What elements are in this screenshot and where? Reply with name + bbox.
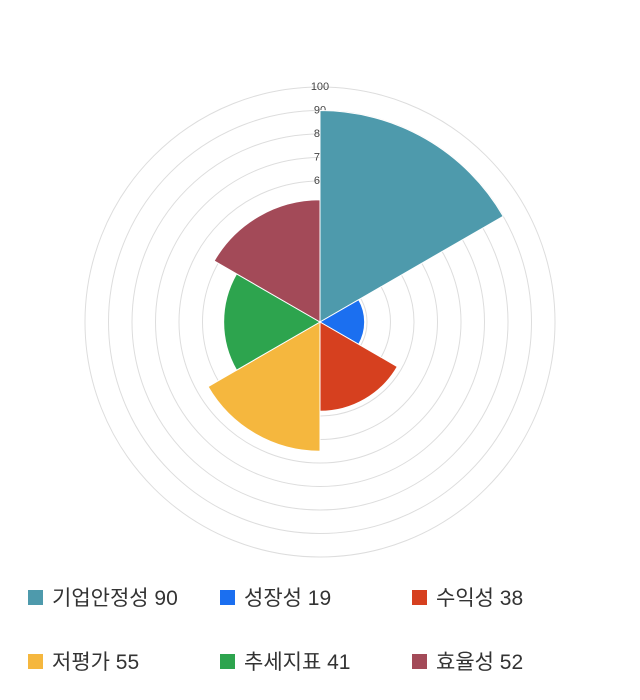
legend-label: 추세지표 41 <box>244 651 351 674</box>
legend-label: 수익성 38 <box>436 587 524 610</box>
legend-item-0[interactable]: 기업안정성 90 <box>28 582 220 612</box>
chart-sector-2[interactable] <box>319 321 399 412</box>
polar-chart-svg: 60708090100 <box>84 81 556 558</box>
legend-label: 기업안정성 90 <box>52 587 178 610</box>
legend-label: 저평가 55 <box>52 651 140 674</box>
chart-sector-5[interactable] <box>213 199 321 323</box>
chart-legend: 기업안정성 90 성장성 19 수익성 38 저평가 55 추세지표 41 효율성 52 <box>28 582 640 676</box>
legend-item-5[interactable]: 효율성 52 <box>412 646 604 676</box>
legend-swatch <box>220 589 235 605</box>
legend-label: 효율성 52 <box>436 651 524 674</box>
legend-swatch <box>28 653 43 669</box>
chart-sector-1[interactable] <box>318 298 366 346</box>
legend-swatch <box>220 653 235 669</box>
polar-chart: 60708090100 <box>84 81 556 558</box>
legend-item-4[interactable]: 추세지표 41 <box>220 646 412 676</box>
legend-item-2[interactable]: 수익성 38 <box>412 582 604 612</box>
legend-item-1[interactable]: 성장성 19 <box>220 582 412 612</box>
chart-sector-4[interactable] <box>223 273 321 371</box>
legend-swatch <box>412 589 427 605</box>
chart-sector-3[interactable] <box>207 321 321 452</box>
axis-tick-label: 100 <box>311 81 329 93</box>
legend-label: 성장성 19 <box>244 587 332 610</box>
chart-sector-0[interactable] <box>319 109 504 323</box>
legend-swatch <box>412 653 427 669</box>
legend-item-3[interactable]: 저평가 55 <box>28 646 220 676</box>
legend-swatch <box>28 589 43 605</box>
